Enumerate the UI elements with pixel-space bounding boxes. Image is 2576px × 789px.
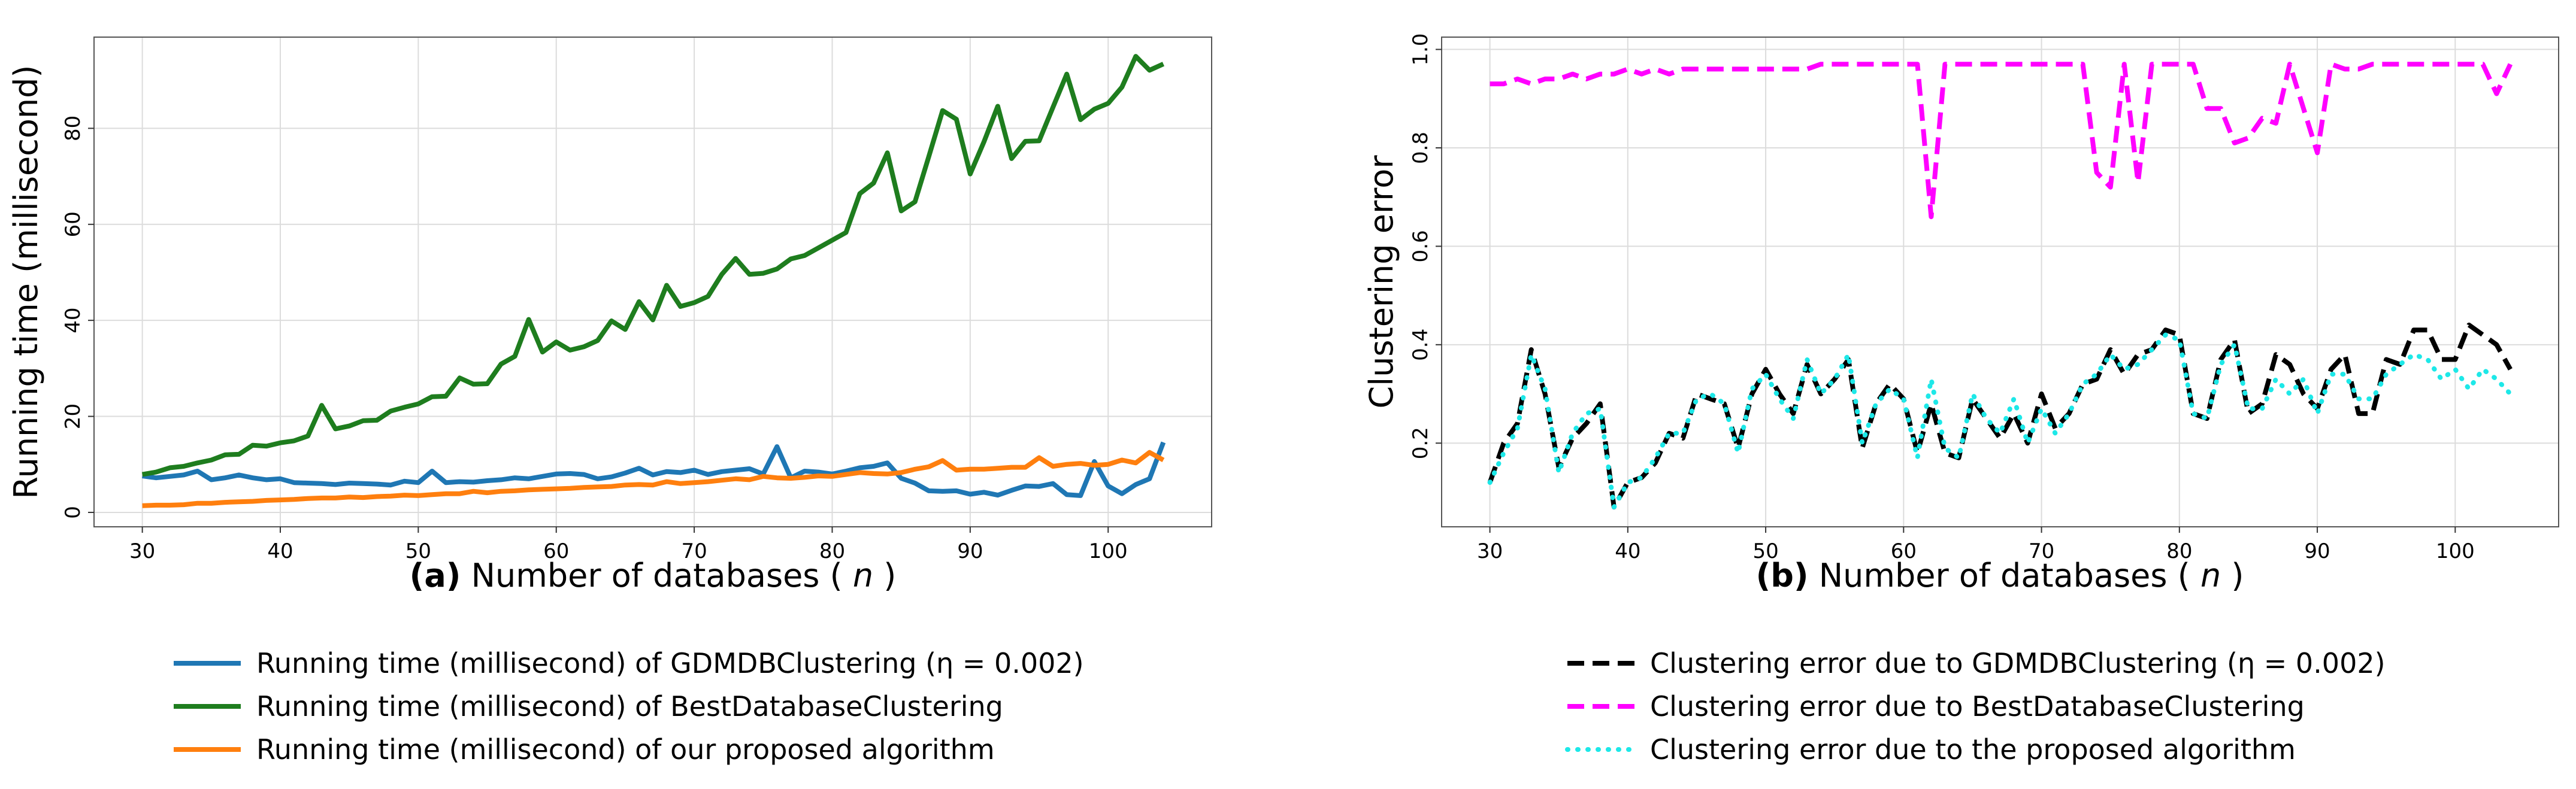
- x-tick-label: 100: [2436, 539, 2475, 563]
- x-axis-label-prefix-b: Number of databases (: [1819, 557, 2190, 594]
- series-line-3: [142, 450, 1165, 508]
- x-tick-label: 50: [405, 539, 431, 563]
- y-tick-label: 20: [61, 403, 85, 429]
- legend-label-2: Running time (millisecond) of BestDataba…: [256, 690, 1003, 723]
- running-time-chart: 30 40 50 60 70 80 90 100 0 20 40 60 80 Running time …: [7, 37, 1212, 766]
- legend-b: Clustering error due to GDMDBClustering …: [1565, 647, 2386, 766]
- x-tick-label: 60: [543, 539, 569, 563]
- x-axis-label-var-b: n: [2200, 557, 2221, 594]
- x-axis-label-b: (b) Number of databases ( n ): [1756, 557, 2244, 594]
- x-axis-label-a: (a) Number of databases ( n ): [410, 557, 897, 594]
- series-line-1: [142, 441, 1166, 498]
- x-axis-label-suffix-b: ): [2231, 557, 2244, 594]
- y-tick-label: 60: [61, 211, 85, 237]
- panel-label-a: (a): [410, 557, 461, 594]
- ticks-a: 30 40 50 60 70 80 90 100 0 20 40 60 80: [61, 116, 1128, 563]
- y-tick-label: 80: [61, 116, 85, 141]
- clustering-error-chart: 30 40 50 60 70 80 90 100 0.2 0.4 0.6 0.8 1.0 Cluster…: [1363, 34, 2559, 766]
- x-tick-label: 90: [2304, 539, 2330, 563]
- y-axis-label-a: Running time (millisecond): [7, 65, 45, 499]
- y-tick-label: 0.2: [1409, 427, 1433, 459]
- legend-label-1: Running time (millisecond) of GDMDBClust…: [256, 647, 1084, 679]
- y-tick-label: 0.8: [1409, 132, 1433, 164]
- series-line-2: [1490, 62, 2513, 220]
- series-lines-b: [1487, 62, 2513, 510]
- y-tick-label: 1.0: [1409, 34, 1433, 66]
- x-tick-label: 30: [1477, 539, 1503, 563]
- x-axis-label-prefix-a: Number of databases (: [471, 557, 843, 594]
- ticks-b: 30 40 50 60 70 80 90 100 0.2 0.4 0.6 0.8 1.0: [1409, 34, 2475, 563]
- panel-label-b: (b): [1756, 557, 1809, 594]
- x-tick-label: 80: [2166, 539, 2192, 563]
- series-line-2: [141, 54, 1165, 477]
- x-tick-label: 40: [267, 539, 293, 563]
- legend-label-2: Clustering error due to BestDatabaseClus…: [1650, 690, 2305, 723]
- x-tick-label: 50: [1752, 539, 1778, 563]
- series-line-3: [1487, 332, 2513, 510]
- x-tick-label: 40: [1615, 539, 1640, 563]
- x-tick-label: 30: [129, 539, 155, 563]
- series-lines-a: [141, 54, 1166, 508]
- legend-label-3: Running time (millisecond) of our propos…: [256, 733, 995, 766]
- y-tick-label: 0: [61, 506, 85, 519]
- legend-a: Running time (millisecond) of GDMDBClust…: [174, 647, 1084, 766]
- y-tick-label: 40: [61, 308, 85, 333]
- x-tick-label: 70: [2029, 539, 2054, 563]
- legend-label-1: Clustering error due to GDMDBClustering …: [1650, 647, 2386, 679]
- y-tick-label: 0.6: [1409, 230, 1433, 262]
- x-axis-label-var-a: n: [853, 557, 873, 594]
- x-tick-label: 100: [1089, 539, 1128, 563]
- x-tick-label: 90: [957, 539, 983, 563]
- y-axis-label-b: Clustering error: [1363, 155, 1400, 409]
- plot-frame-b: [1441, 37, 2559, 527]
- plot-frame-a: [93, 37, 1212, 527]
- x-tick-label: 70: [681, 539, 707, 563]
- x-axis-label-suffix-a: ): [883, 557, 896, 594]
- x-tick-label: 80: [819, 539, 845, 563]
- y-tick-label: 0.4: [1409, 329, 1433, 361]
- x-tick-label: 60: [1891, 539, 1917, 563]
- legend-label-3: Clustering error due to the proposed alg…: [1650, 733, 2296, 766]
- grid-b: [1442, 37, 2559, 527]
